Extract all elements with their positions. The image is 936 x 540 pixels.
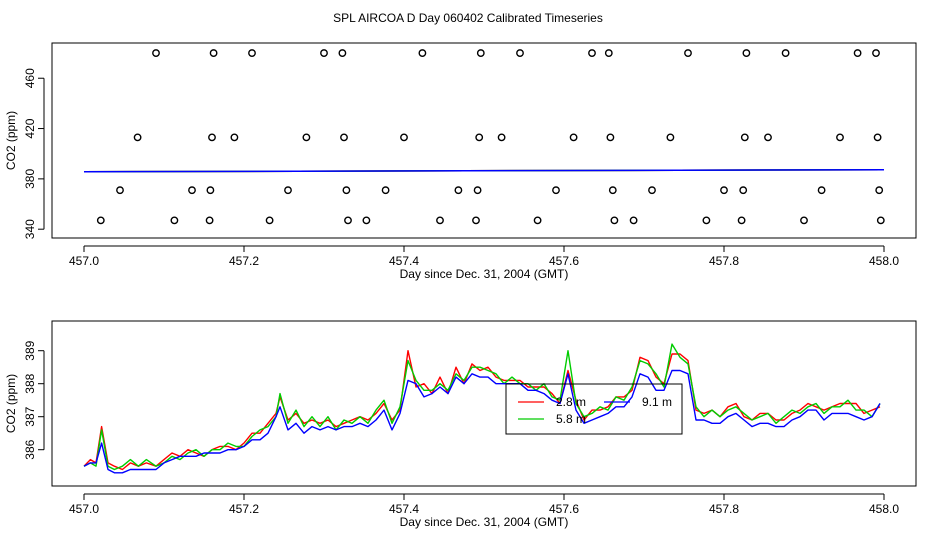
calibration-point (740, 133, 749, 142)
calibration-point (206, 186, 215, 195)
x-tick-label: 457.2 (229, 502, 259, 516)
legend-label: 9.1 m (642, 395, 672, 409)
calibration-point (475, 133, 484, 142)
calibration-point (836, 133, 844, 142)
legend-label: 2.8 m (556, 395, 586, 409)
x-tick-label: 457.4 (389, 254, 419, 268)
y-tick-label: 460 (23, 68, 37, 88)
calibration-point (876, 216, 885, 225)
y-axis-label: CO2 (ppm) (4, 374, 18, 433)
plot-frame (51, 320, 917, 487)
calibration-point (265, 216, 274, 225)
calibration-point (648, 186, 656, 195)
series-line-9-1-m (83, 369, 881, 474)
calibration-point (781, 49, 790, 57)
calibration-point (454, 186, 463, 195)
x-tick-label: 457.6 (549, 502, 579, 516)
x-tick-label: 457.6 (549, 254, 579, 268)
calibration-point (208, 133, 216, 142)
calibration-point (344, 216, 352, 225)
calibration-point (133, 133, 142, 142)
x-axis-label: Day since Dec. 31, 2004 (GMT) (400, 515, 569, 529)
calibration-point (188, 186, 196, 195)
calibration-point (764, 133, 772, 142)
calibration-point (800, 216, 808, 225)
calibration-point (737, 216, 746, 225)
legend: 2.8 m 9.1 m 5.8 m (505, 383, 683, 435)
calibration-point (552, 186, 560, 195)
y-tick-label: 387 (23, 406, 37, 426)
plot-frame (51, 42, 917, 239)
calibration-point (702, 216, 711, 225)
calibration-point (436, 216, 444, 225)
x-tick-label: 457.2 (229, 254, 259, 268)
calibration-point (342, 186, 351, 195)
y-tick-label: 388 (23, 373, 37, 393)
calibration-point (340, 133, 348, 142)
calibration-point (872, 49, 880, 57)
x-tick-label: 457.8 (709, 502, 739, 516)
y-tick-label: 389 (23, 340, 37, 360)
series-line-5-8-m (83, 343, 881, 471)
y-tick-label: 380 (23, 169, 37, 189)
calibration-point (720, 186, 728, 195)
calibration-point (817, 186, 826, 195)
y-tick-label: 340 (23, 219, 37, 239)
calibration-point (497, 133, 506, 142)
calibration-point (588, 49, 596, 57)
calibration-point (381, 186, 390, 195)
figure-title: SPL AIRCOA D Day 060402 Calibrated Times… (333, 11, 603, 25)
calibration-point (608, 186, 617, 195)
x-tick-label: 457.0 (69, 502, 99, 516)
legend-frame (505, 383, 683, 435)
calibration-point (873, 133, 882, 142)
calibration-point (875, 186, 884, 195)
calibration-point (170, 216, 179, 225)
x-tick-label: 457.0 (69, 254, 99, 268)
calibration-point (533, 216, 542, 225)
calibration-point (666, 133, 675, 142)
calibration-point (742, 49, 751, 57)
calibration-point (362, 216, 371, 225)
calibration-point (684, 49, 692, 57)
y-tick-label: 420 (23, 118, 37, 138)
series-line-9-1-m (83, 168, 885, 173)
calibration-point (284, 186, 292, 195)
calibration-point (604, 49, 613, 57)
calibration-point (338, 49, 347, 57)
calibration-point (116, 186, 124, 195)
calibration-point (418, 49, 427, 57)
calibration-point (152, 49, 160, 57)
calibration-point (516, 49, 524, 57)
calibration-point (476, 49, 485, 57)
bottom-panel: 457.0 457.2 457.4 457.6 457.8 458.0 Day since … (4, 320, 917, 529)
x-tick-label: 457.8 (709, 254, 739, 268)
y-tick-label: 386 (23, 439, 37, 459)
x-tick-label: 458.0 (869, 502, 899, 516)
y-axis-label: CO2 (ppm) (4, 111, 18, 170)
calibration-point (472, 216, 480, 225)
calibration-point (302, 133, 311, 142)
calibration-point (473, 186, 482, 195)
calibration-point (629, 216, 638, 225)
calibration-point (248, 49, 256, 57)
top-panel: 457.0 457.2 457.4 457.6 457.8 458.0 Day since … (4, 42, 917, 281)
x-tick-label: 457.4 (389, 502, 419, 516)
calibration-point (400, 133, 408, 142)
calibration-point (230, 133, 239, 142)
calibration-point (610, 216, 619, 225)
calibration-point (606, 133, 615, 142)
calibration-point (320, 49, 328, 57)
calibration-point (569, 133, 578, 142)
calibration-point (96, 216, 105, 225)
calibration-point (209, 49, 218, 57)
calibration-point (853, 49, 862, 57)
calibration-point (205, 216, 214, 225)
x-tick-label: 458.0 (869, 254, 899, 268)
legend-label: 5.8 m (556, 412, 586, 426)
calibration-point (739, 186, 748, 195)
x-axis-label: Day since Dec. 31, 2004 (GMT) (400, 267, 569, 281)
